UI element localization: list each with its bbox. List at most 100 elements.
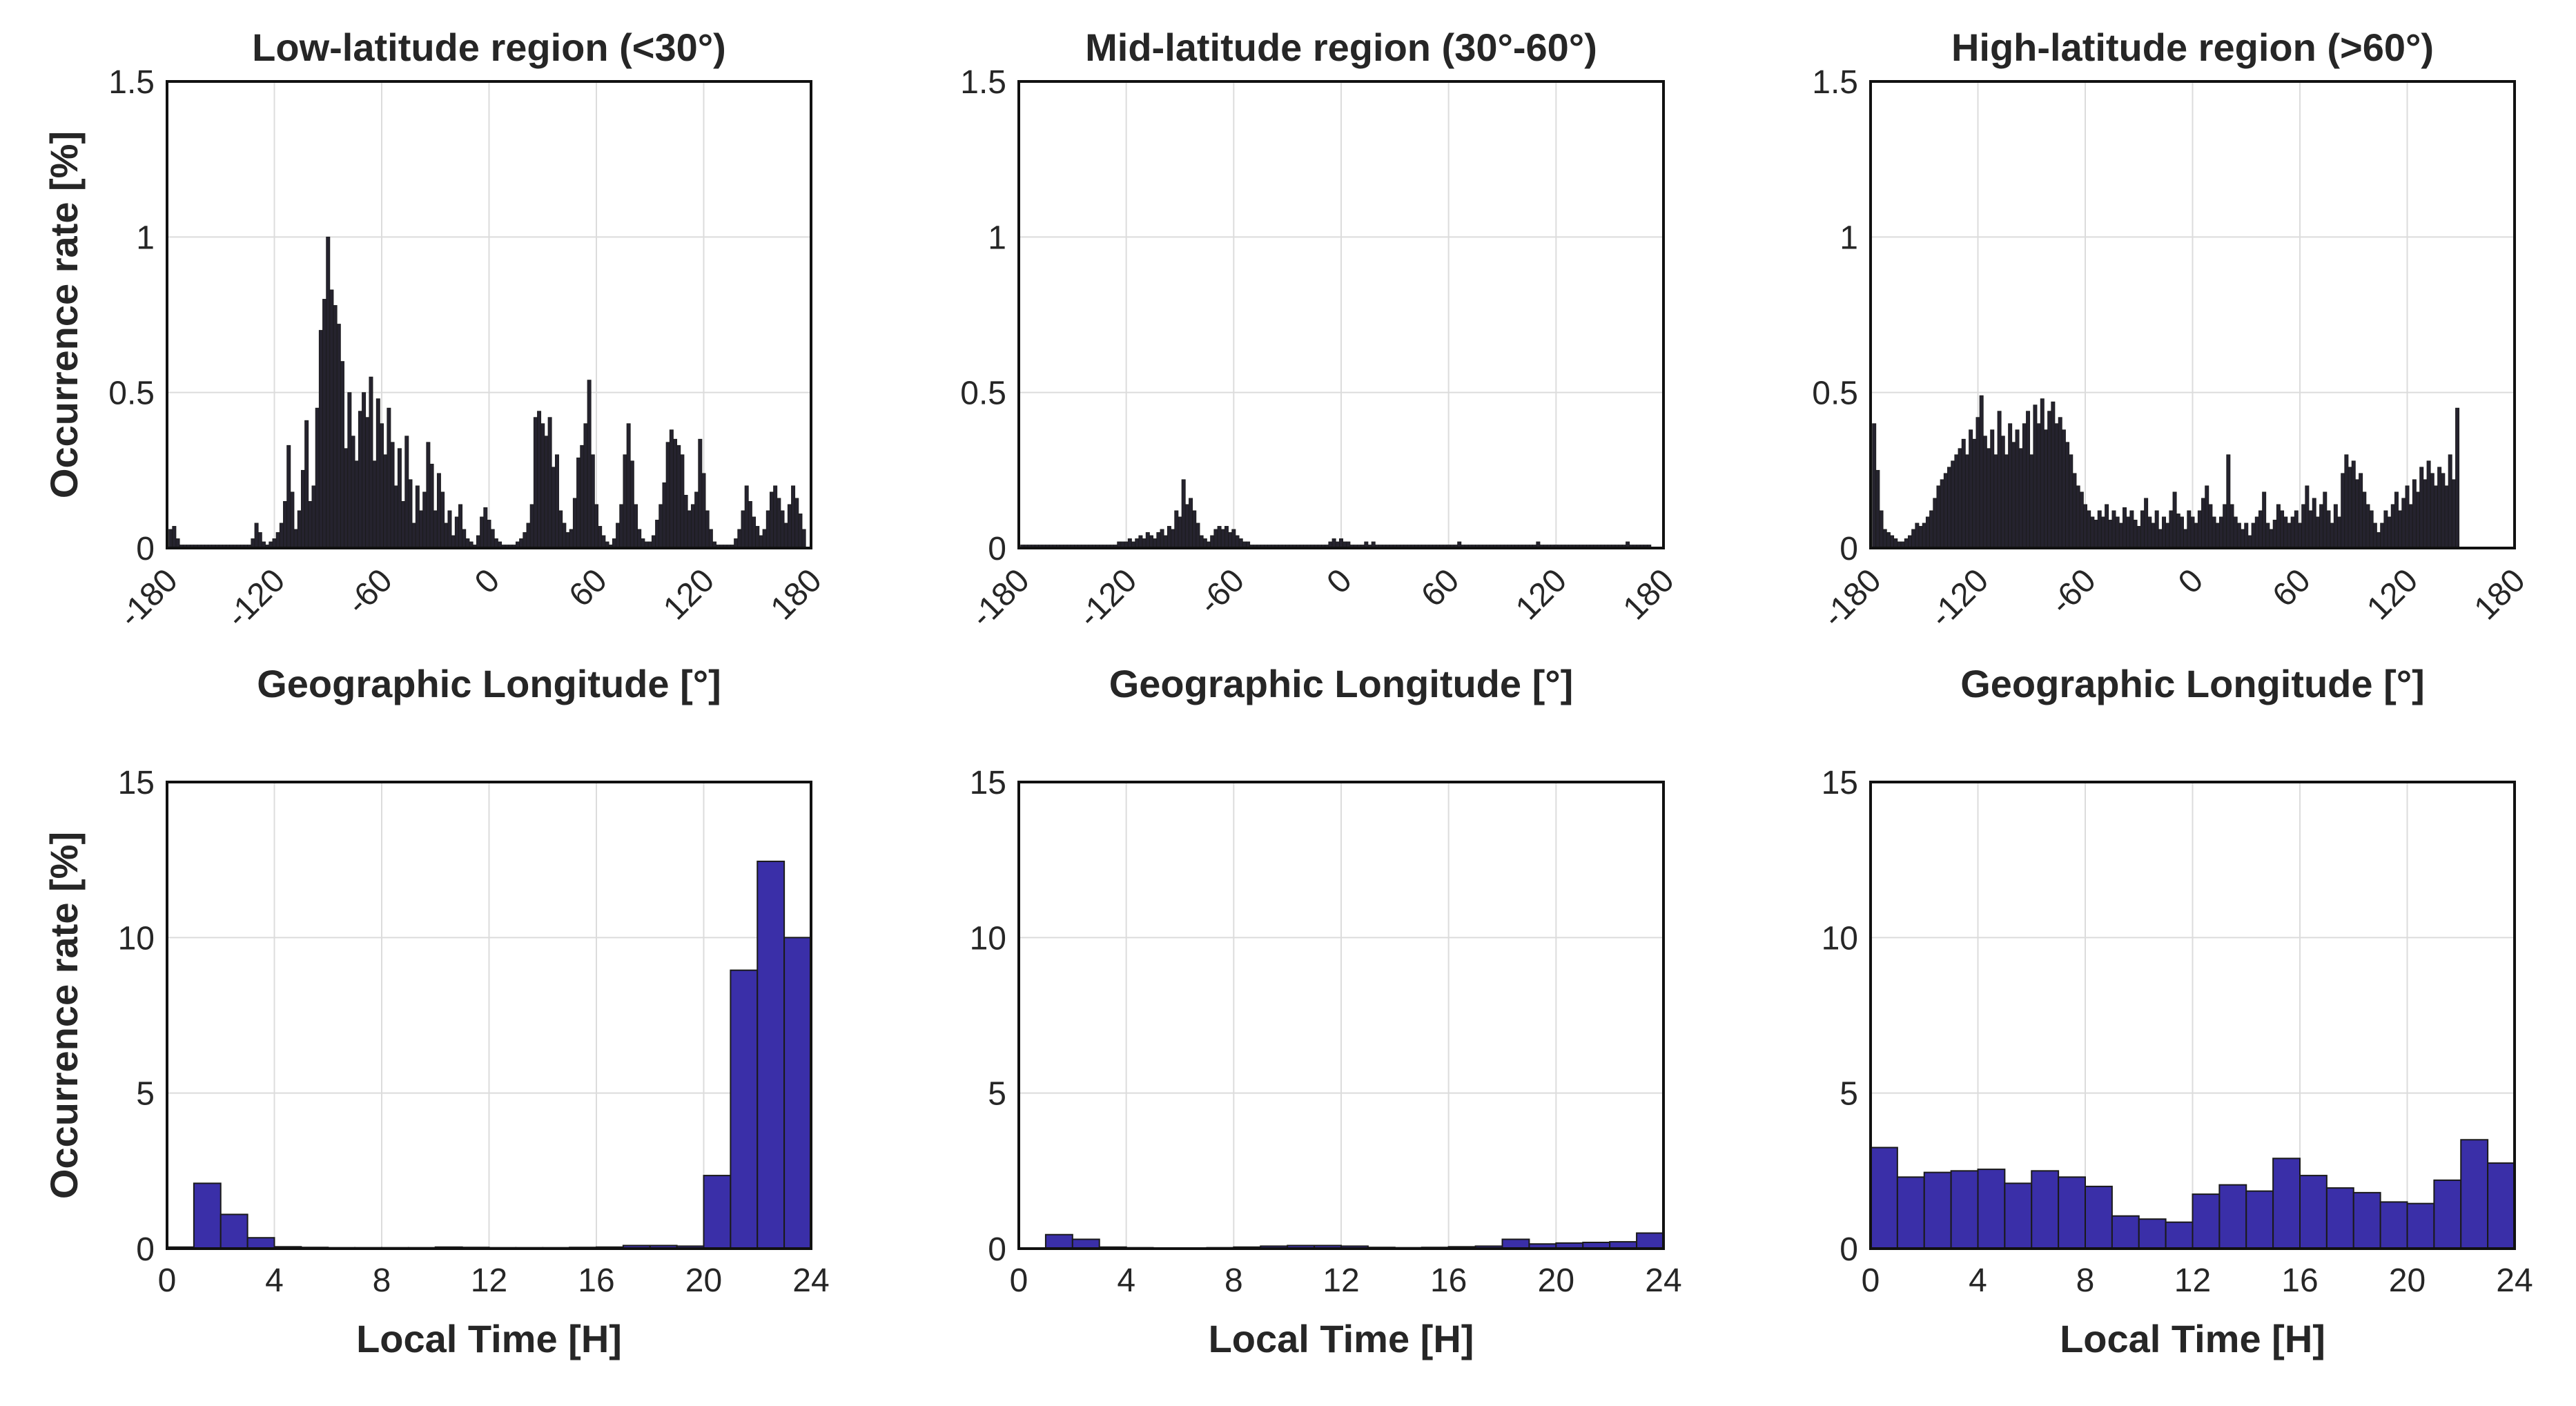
bar	[175, 538, 180, 548]
bar	[662, 482, 667, 548]
bar	[2223, 504, 2227, 548]
bars	[1872, 395, 2460, 548]
bar	[1217, 526, 1222, 548]
bar	[2433, 1179, 2462, 1249]
bar	[547, 417, 552, 548]
x-tick-label: 16	[1430, 1262, 1467, 1299]
panel-lt-mid: 0 5 10 15 0 4 8 12 16 20 24 Local Time [H]	[970, 765, 1682, 1360]
bar	[1142, 538, 1146, 548]
bar	[2115, 516, 2120, 548]
bar	[619, 504, 624, 548]
bar	[1189, 498, 1193, 548]
bar	[705, 510, 710, 548]
bar	[2269, 529, 2274, 548]
axes-frame	[166, 781, 812, 1250]
bar	[562, 523, 567, 548]
bar	[2147, 516, 2152, 548]
bar	[433, 510, 438, 548]
bar	[1171, 529, 1175, 548]
bar	[2140, 510, 2145, 548]
bar	[798, 514, 803, 548]
bar	[1875, 469, 1880, 548]
bar	[2344, 454, 2349, 548]
bar	[293, 529, 298, 548]
x-tick-label: -120	[219, 562, 292, 634]
y-tick-label: 1	[988, 219, 1006, 256]
x-tick-label: -180	[964, 562, 1036, 634]
bar	[2208, 504, 2213, 548]
bar	[2380, 523, 2385, 548]
bar	[2387, 516, 2392, 548]
bar	[1163, 535, 1168, 548]
bar	[2176, 514, 2180, 548]
bar	[701, 473, 706, 548]
bar	[465, 538, 470, 548]
bar	[447, 510, 452, 548]
bar	[669, 429, 674, 548]
bar	[1911, 529, 1916, 548]
bar	[2047, 411, 2052, 548]
bar	[2079, 491, 2084, 548]
bar	[2090, 516, 2095, 548]
bar	[322, 299, 327, 548]
bar	[2097, 510, 2102, 548]
bar	[2272, 1158, 2301, 1249]
bar	[737, 529, 742, 548]
bar	[2126, 516, 2131, 548]
x-tick-label: -60	[1192, 562, 1252, 622]
bar	[1990, 429, 1995, 548]
bar	[2083, 504, 2087, 548]
bar	[1160, 529, 1164, 548]
bar	[2312, 498, 2316, 548]
bar	[734, 538, 739, 548]
bar	[1893, 538, 1898, 548]
bar	[2262, 491, 2267, 548]
bar	[780, 510, 785, 548]
x-tick-label: 60	[2266, 562, 2318, 614]
bar	[2165, 523, 2170, 548]
bar	[2265, 523, 2270, 548]
bar	[390, 442, 395, 548]
x-tick-label: 0	[1010, 1262, 1028, 1299]
bar	[2299, 1175, 2328, 1249]
bar	[315, 407, 320, 548]
panel-lon-mid: 0 0.5 1 1.5 -180 -120 -60 0 60 120 180 Mid-latitude…	[960, 26, 1681, 705]
bar	[2301, 504, 2306, 548]
panel-lon-high: 0 0.5 1 1.5 -180 -120 -60 0 60 120 180 High-latitud…	[1812, 26, 2533, 705]
y-tick-label: 10	[970, 920, 1006, 957]
bar	[2455, 407, 2460, 548]
axes-frame	[1017, 80, 1665, 549]
bar	[601, 535, 606, 548]
x-tick-label: 60	[1414, 562, 1466, 614]
bar	[2111, 1215, 2140, 1249]
bar	[1940, 479, 1944, 548]
bar	[354, 460, 359, 548]
bar	[2416, 491, 2421, 548]
bar	[755, 526, 760, 548]
bar	[2294, 510, 2299, 548]
bar	[623, 454, 627, 548]
bar	[708, 529, 713, 548]
bar	[1196, 523, 1200, 548]
bar	[1224, 526, 1229, 548]
x-tick-label: 0	[1320, 562, 1358, 601]
y-tick-label: 0	[1840, 1231, 1858, 1268]
bar	[2305, 485, 2310, 548]
bar	[680, 454, 685, 548]
bar	[1213, 529, 1218, 548]
bar	[454, 516, 459, 548]
bar	[576, 457, 581, 548]
bar	[246, 1237, 275, 1249]
bar	[1636, 1232, 1663, 1249]
bar	[2276, 504, 2281, 548]
bar	[2197, 510, 2202, 548]
bar	[703, 1175, 732, 1249]
y-tick-label: 0	[1840, 531, 1858, 567]
bar	[572, 498, 577, 548]
bar	[2406, 1202, 2435, 1249]
y-tick-label: 1.5	[1812, 64, 1858, 101]
bar	[2430, 473, 2434, 548]
bar	[2108, 520, 2113, 548]
bar	[2258, 510, 2263, 548]
bar	[1235, 535, 1240, 548]
